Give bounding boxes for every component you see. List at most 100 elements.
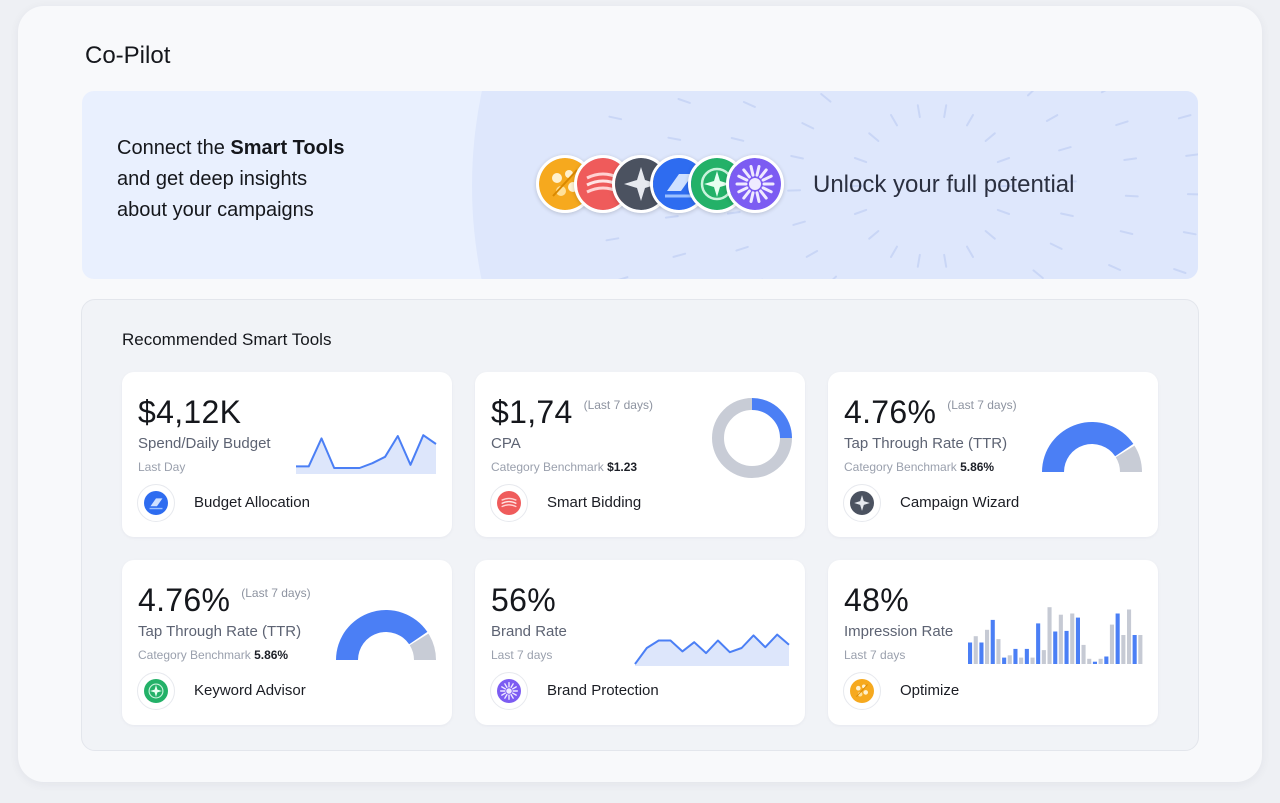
bar-17 (1064, 630, 1069, 664)
metric-label: Tap Through Rate (TTR) (844, 435, 1008, 452)
metric-label: Spend/Daily Budget (138, 435, 271, 452)
bar-18 (1070, 613, 1075, 664)
banner-ray-dash (801, 122, 815, 130)
bar-9 (1019, 657, 1024, 664)
keyword-advisor-icon (144, 679, 168, 703)
banner-line2: and get deep insights (117, 168, 308, 190)
campaign-wizard-card[interactable]: 4.76% (Last 7 days) Tap Through Rate (TT… (828, 372, 1158, 537)
banner-ray-dash (664, 215, 679, 219)
brand-protection-card[interactable]: 56% Brand Rate Last 7 days Brand Protect… (475, 560, 805, 725)
benchmark-label: Category Benchmark (491, 460, 604, 474)
banner-ray-dash (1058, 146, 1072, 152)
gauge-remaining-arc (409, 633, 436, 660)
metric-value: 56% (491, 582, 556, 618)
banner-ray-dash (608, 115, 623, 121)
gauge-remaining-arc (1115, 445, 1142, 472)
page-title: Co-Pilot (85, 42, 171, 69)
banner-ray-dash (726, 211, 741, 215)
metric-label: Brand Rate (491, 623, 567, 640)
icon-ray (737, 174, 749, 182)
bar-8 (1013, 648, 1018, 664)
ttr-gauge-chart (1042, 422, 1142, 472)
bar-13 (1041, 650, 1046, 664)
banner-ray-dash (853, 157, 868, 164)
keyword-advisor-card[interactable]: 4.76% (Last 7 days) Tap Through Rate (TT… (122, 560, 452, 725)
recommended-tools-panel: Recommended Smart Tools $4,12K Spend/Dai… (81, 299, 1199, 751)
bar-5 (996, 639, 1001, 664)
tool-name: Brand Protection (547, 682, 659, 699)
banner-ray-dash (984, 230, 996, 240)
impression-bar-chart (968, 607, 1143, 664)
icon-ray (761, 186, 773, 194)
banner-ray-dash (792, 220, 806, 226)
area-fill (635, 634, 789, 666)
icon-ray (737, 186, 749, 194)
metric-row: 48% (844, 582, 909, 619)
icon-ray (759, 168, 768, 179)
banner-ray-dash (1185, 153, 1198, 157)
benchmark-text: Category Benchmark $1.23 (491, 460, 637, 474)
banner-ray-dash (1115, 120, 1129, 127)
metric-label: Tap Through Rate (TTR) (138, 623, 302, 640)
smart-bidding-card[interactable]: $1,74 (Last 7 days) CPA Category Benchma… (475, 372, 805, 537)
banner-ray-dash (1177, 114, 1192, 120)
banner-ray-dash (730, 137, 745, 142)
benchmark-label: Category Benchmark (844, 460, 957, 474)
smart-tools-banner[interactable]: Connect the Smart Tools and get deep ins… (82, 91, 1198, 279)
bar-1 (973, 636, 978, 664)
bar-19 (1075, 617, 1080, 664)
banner-ray-dash (1032, 269, 1044, 279)
recommended-tools-title: Recommended Smart Tools (122, 330, 332, 349)
tool-name: Keyword Advisor (194, 682, 306, 699)
benchmark-text: Category Benchmark 5.86% (844, 460, 994, 474)
bar-30 (1138, 635, 1143, 664)
optimize-card[interactable]: 48% Impression Rate Last 7 days Optimize (828, 560, 1158, 725)
banner-ray-dash (1173, 268, 1187, 274)
tool-icon-badge (843, 672, 881, 710)
metric-value: 4.76% (844, 394, 937, 430)
bar-22 (1092, 661, 1097, 664)
bar-15 (1053, 631, 1058, 664)
icon-ray (501, 692, 507, 696)
spend-sparkline-chart (296, 434, 437, 474)
tool-icon-badge (137, 672, 175, 710)
metric-row: 4.76% (Last 7 days) (844, 394, 1017, 431)
bar-7 (1007, 655, 1012, 664)
banner-ray-dash (820, 93, 832, 103)
banner-ray-dash (1027, 91, 1035, 97)
banner-ray-dash (966, 245, 974, 258)
bar-23 (1098, 658, 1103, 664)
budget-allocation-card[interactable]: $4,12K Spend/Daily Budget Last Day Budge… (122, 372, 452, 537)
bar-28 (1127, 609, 1132, 664)
metric-value: $1,74 (491, 394, 573, 430)
campaign-wizard-icon (850, 491, 874, 515)
metric-value: $4,12K (138, 394, 242, 430)
metric-period: (Last 7 days) (947, 398, 1017, 412)
banner-ray-dash (943, 104, 948, 119)
banner-ray-dash (868, 230, 880, 240)
icon-ray (504, 693, 508, 699)
bar-2 (979, 642, 984, 664)
icon-ray (749, 191, 755, 203)
metric-period-label: Last 7 days (844, 648, 906, 662)
icon-ray (755, 165, 761, 177)
banner-line3: about your campaigns (117, 199, 314, 221)
metric-row: 4.76% (Last 7 days) (138, 582, 311, 619)
series-line (634, 633, 790, 665)
smart-bidding-icon (497, 491, 521, 515)
app-window: Co-Pilot Connect the Smart Tools and get… (18, 6, 1262, 782)
bar-11 (1030, 657, 1035, 664)
smart-tools-icon-stack (536, 155, 786, 213)
tool-name: Budget Allocation (194, 494, 310, 511)
metric-label: CPA (491, 435, 521, 452)
icon-ray (510, 683, 514, 689)
banner-tagline: Unlock your full potential (813, 171, 1075, 198)
bar-10 (1024, 648, 1029, 664)
brand-protection-icon (497, 679, 521, 703)
metric-row: $4,12K (138, 394, 241, 431)
bar-27 (1121, 635, 1126, 664)
bar-20 (1081, 644, 1086, 664)
benchmark-value: 5.86% (254, 648, 289, 662)
metric-value: 4.76% (138, 582, 231, 618)
benchmark-value: 5.86% (960, 460, 995, 474)
